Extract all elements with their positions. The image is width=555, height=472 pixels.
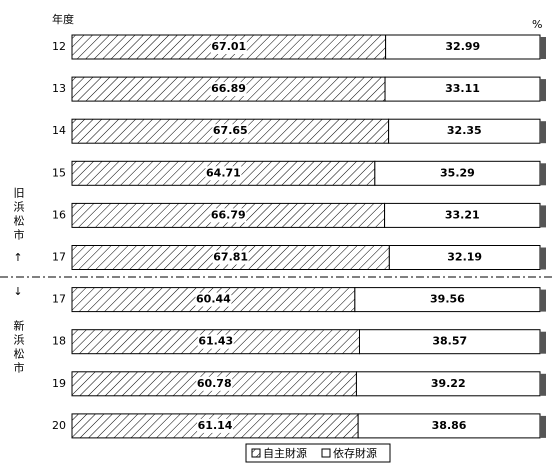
data-label: 33.11 (445, 82, 480, 95)
data-label: 66.89 (211, 82, 246, 95)
bar-segment (384, 202, 541, 228)
bar-edge (540, 415, 546, 438)
bar-edge (540, 247, 546, 270)
bar-segment (374, 160, 541, 186)
label-bg (197, 418, 234, 433)
group-arrow: ↓ (13, 285, 22, 298)
bar-edge (540, 79, 546, 102)
bar-edge (540, 289, 546, 312)
y-tick-label: 16 (52, 208, 66, 221)
bar-segment (354, 287, 541, 313)
y-tick-label: 12 (52, 40, 66, 53)
y-tick-label: 15 (52, 166, 66, 179)
bar-edge (540, 373, 546, 396)
bar-segment (358, 329, 541, 355)
data-label: 64.71 (206, 166, 241, 179)
label-bg (212, 124, 249, 139)
bar-edge (540, 121, 546, 144)
label-bg (210, 40, 247, 54)
label-bg (197, 334, 234, 349)
group-label: 旧浜松市 (12, 187, 25, 243)
data-label: 60.78 (197, 377, 232, 390)
data-label: 67.81 (213, 251, 248, 264)
group-label: 新浜松市 (12, 319, 25, 376)
data-label: 32.35 (447, 124, 482, 137)
data-label: 66.79 (211, 208, 246, 221)
label-bg (205, 166, 242, 181)
bar-edge (540, 163, 546, 186)
data-label: 67.01 (211, 40, 246, 53)
data-label: 61.43 (198, 335, 233, 348)
y-tick-label: 19 (52, 377, 66, 390)
bar-segment (384, 76, 541, 102)
data-label: 39.56 (430, 293, 465, 306)
data-label: 35.29 (440, 166, 475, 179)
data-label: 61.14 (198, 419, 233, 432)
label-bg (196, 376, 233, 391)
y-tick-label: 20 (52, 419, 66, 432)
bar-segment (388, 118, 541, 144)
x-axis-label: % (532, 18, 542, 31)
label-bg (210, 208, 247, 223)
data-label: 38.57 (432, 335, 467, 348)
group-arrow: ↑ (13, 251, 22, 264)
data-label: 33.21 (445, 208, 480, 221)
label-bg (212, 250, 249, 265)
data-label: 67.65 (213, 124, 248, 137)
y-tick-label: 17 (52, 293, 66, 306)
bar-edge (540, 331, 546, 354)
bar-edge (540, 205, 546, 228)
y-tick-label: 17 (52, 251, 66, 264)
legend-label: 自主財源 (263, 446, 307, 460)
data-label: 38.86 (432, 419, 467, 432)
data-label: 60.44 (196, 293, 231, 306)
legend-label: 依存財源 (333, 446, 377, 460)
bar-segment (388, 245, 541, 270)
y-tick-label: 18 (52, 335, 66, 348)
legend-swatch (321, 448, 331, 458)
bar-segment (355, 371, 541, 397)
legend-box (245, 443, 391, 463)
data-label: 39.22 (431, 377, 466, 390)
bar-edge (540, 37, 546, 59)
data-label: 32.99 (445, 40, 480, 53)
label-bg (210, 82, 247, 97)
y-tick-label: 13 (52, 82, 66, 95)
y-tick-label: 14 (52, 124, 66, 137)
legend-swatch (251, 448, 261, 458)
y-axis-label: 年度 (52, 12, 74, 26)
data-label: 32.19 (447, 251, 482, 264)
label-bg (195, 292, 232, 307)
